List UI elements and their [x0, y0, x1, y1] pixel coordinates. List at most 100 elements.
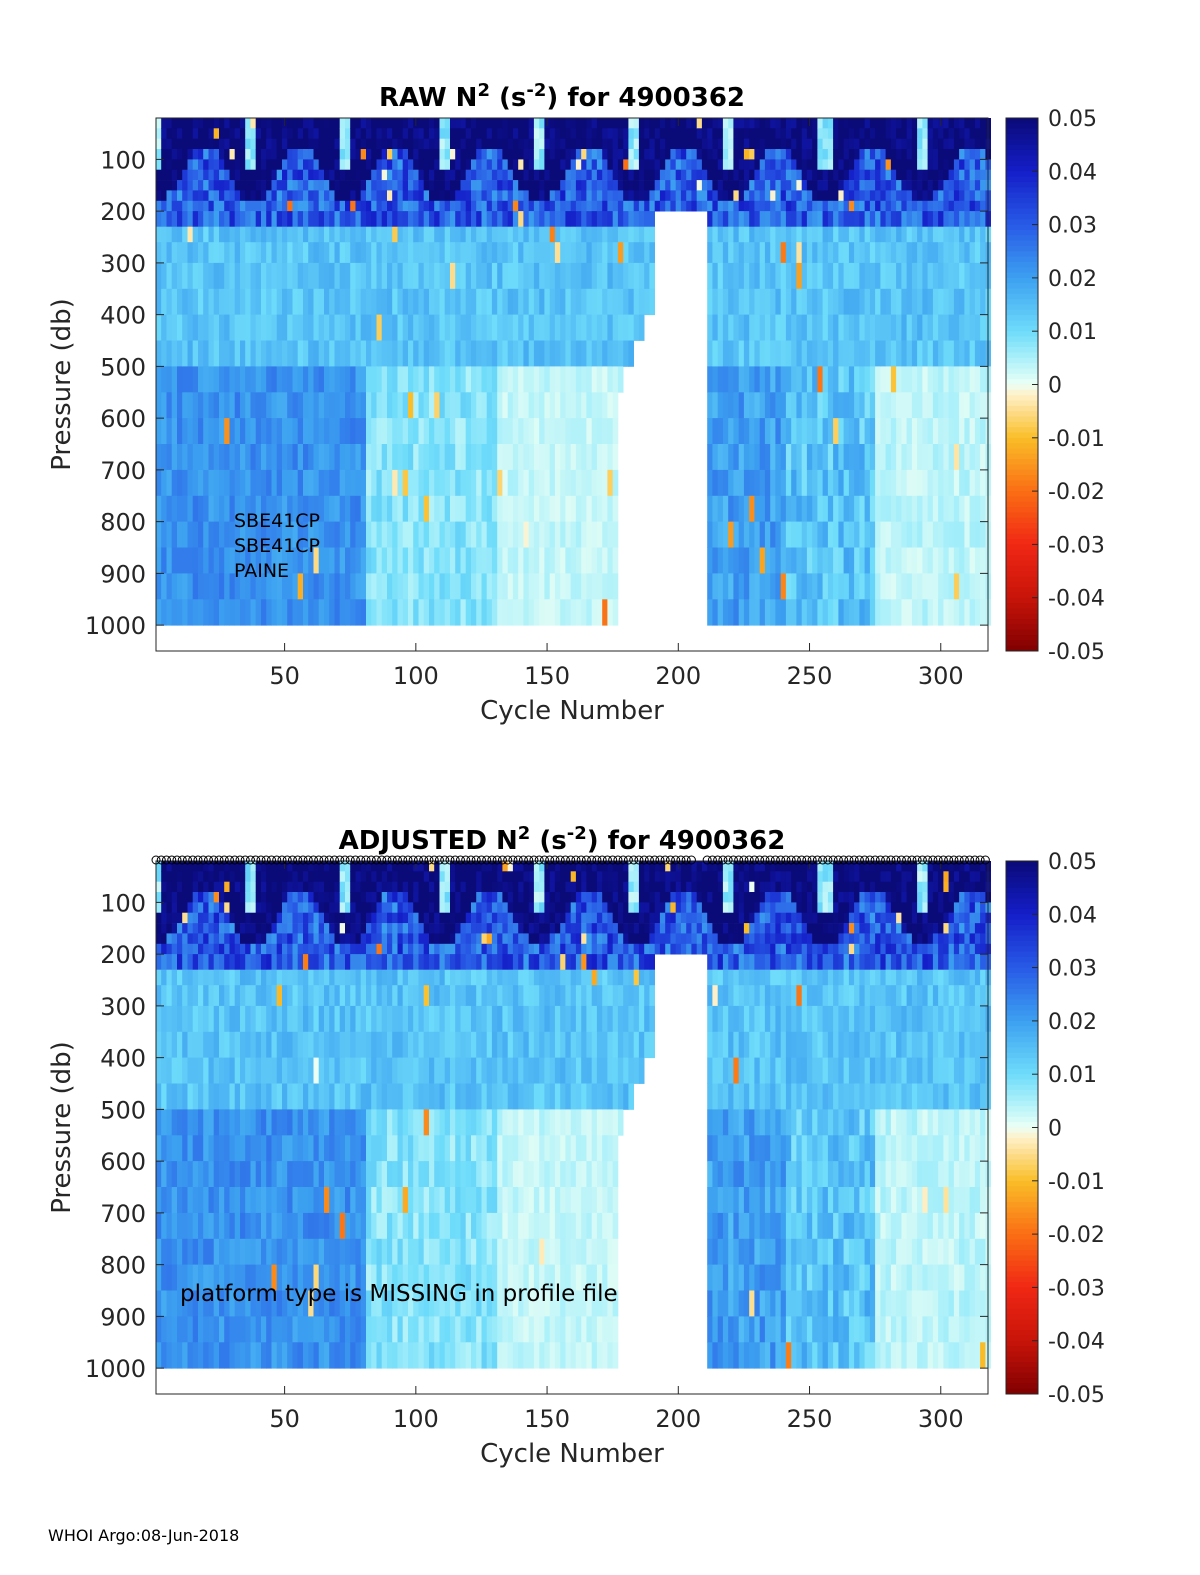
heatmap-cell — [533, 169, 540, 181]
heatmap-cell — [177, 340, 183, 367]
heatmap-cell — [156, 861, 162, 872]
heatmap-cell — [533, 128, 540, 139]
heatmap-cell — [665, 169, 671, 181]
heatmap-cell — [224, 1135, 230, 1162]
heatmap-cell — [775, 169, 781, 181]
heatmap-cell — [822, 573, 829, 600]
heatmap-cell — [308, 1264, 314, 1291]
heatmap-cell — [240, 1109, 246, 1136]
heatmap-cell — [213, 190, 220, 202]
heatmap-cell — [387, 159, 393, 171]
heatmap-cell — [518, 599, 524, 626]
heatmap-cell — [339, 547, 346, 574]
heatmap-cell — [701, 128, 708, 139]
heatmap-cell — [171, 912, 178, 924]
heatmap-cell — [161, 262, 167, 290]
heatmap-cell — [733, 444, 739, 471]
heatmap-cell — [219, 923, 225, 934]
heatmap-cells — [156, 118, 991, 626]
heatmap-cell — [460, 159, 467, 171]
heatmap-cell — [875, 340, 881, 367]
heatmap-cell — [402, 200, 409, 212]
heatmap-cell — [938, 314, 944, 341]
heatmap-cell — [213, 1212, 220, 1240]
heatmap-cell — [161, 1290, 167, 1317]
heatmap-cell — [303, 1005, 309, 1033]
heatmap-cell — [245, 138, 251, 150]
heatmap-cell — [896, 340, 902, 367]
heatmap-cell — [318, 573, 325, 600]
heatmap-cell — [722, 180, 729, 191]
heatmap-cell — [229, 1316, 236, 1343]
heatmap-cell — [533, 118, 540, 129]
heatmap-cell — [439, 288, 446, 316]
heatmap-cell — [890, 288, 897, 316]
heatmap-cell — [156, 599, 162, 626]
heatmap-cell — [539, 169, 545, 181]
heatmap-cell — [539, 366, 545, 393]
heatmap-cell — [481, 169, 488, 181]
heatmap-cell — [429, 200, 435, 212]
heatmap-cell — [156, 138, 162, 150]
heatmap-cell — [282, 211, 288, 227]
heatmap-cell — [213, 599, 220, 626]
colorbar-segment — [1006, 118, 1038, 124]
heatmap-cell — [833, 149, 839, 160]
heatmap-cell — [722, 392, 729, 419]
heatmap-cell — [208, 1316, 215, 1343]
heatmap-cell — [271, 392, 278, 419]
heatmap-cell — [439, 547, 446, 574]
heatmap-cell — [282, 138, 288, 150]
heatmap-cell — [208, 892, 215, 903]
heatmap-cell — [859, 418, 865, 445]
heatmap-cell — [345, 200, 351, 212]
heatmap-cell — [182, 1187, 188, 1214]
heatmap-cell — [481, 180, 488, 191]
heatmap-cell — [276, 226, 283, 243]
heatmap-cell — [208, 1005, 215, 1033]
heatmap-cell — [691, 180, 697, 191]
x-tick-label: 100 — [393, 662, 439, 690]
heatmap-cell — [255, 912, 262, 924]
heatmap-cell — [192, 262, 199, 290]
heatmap-cell — [213, 495, 220, 523]
heatmap-cell — [255, 1109, 262, 1136]
heatmap-cell — [350, 521, 356, 548]
heatmap-cell — [287, 118, 293, 129]
heatmap-cell — [182, 1109, 188, 1136]
heatmap-cell — [959, 211, 965, 227]
colorbar-segment — [1006, 379, 1038, 385]
heatmap-cell — [722, 190, 729, 202]
heatmap-cell — [161, 366, 167, 393]
heatmap-cell — [486, 226, 493, 243]
heatmap-cell — [198, 314, 204, 341]
heatmap-cell — [240, 1212, 246, 1240]
heatmap-cell — [266, 1083, 272, 1110]
heatmap-cell — [628, 340, 634, 367]
heatmap-cell — [161, 211, 167, 227]
heatmap-cell — [334, 288, 341, 316]
heatmap-cell — [791, 547, 797, 574]
heatmap-cell — [292, 118, 299, 129]
heatmap-cell — [465, 599, 472, 626]
heatmap-cell — [869, 118, 876, 129]
heatmap-cell — [177, 933, 183, 945]
heatmap-cell — [607, 340, 613, 367]
heatmap-cell — [266, 211, 272, 227]
heatmap-cell — [880, 118, 886, 129]
heatmap-cell — [350, 149, 356, 160]
heatmap-cell — [376, 226, 383, 243]
heatmap-cell — [250, 1005, 257, 1033]
heatmap-cell — [271, 190, 278, 202]
heatmap-cell — [980, 242, 986, 264]
heatmap-cell — [528, 138, 535, 150]
colorbar-segment — [1006, 571, 1038, 577]
heatmap-cell — [502, 314, 508, 341]
heatmap-cell — [366, 392, 372, 419]
heatmap-cell — [156, 1083, 162, 1110]
heatmap-cell — [297, 1135, 304, 1162]
heatmap-cell — [292, 1057, 299, 1084]
heatmap-cell — [890, 180, 897, 191]
heatmap-cell — [366, 521, 372, 548]
heatmap-cell — [623, 211, 629, 227]
